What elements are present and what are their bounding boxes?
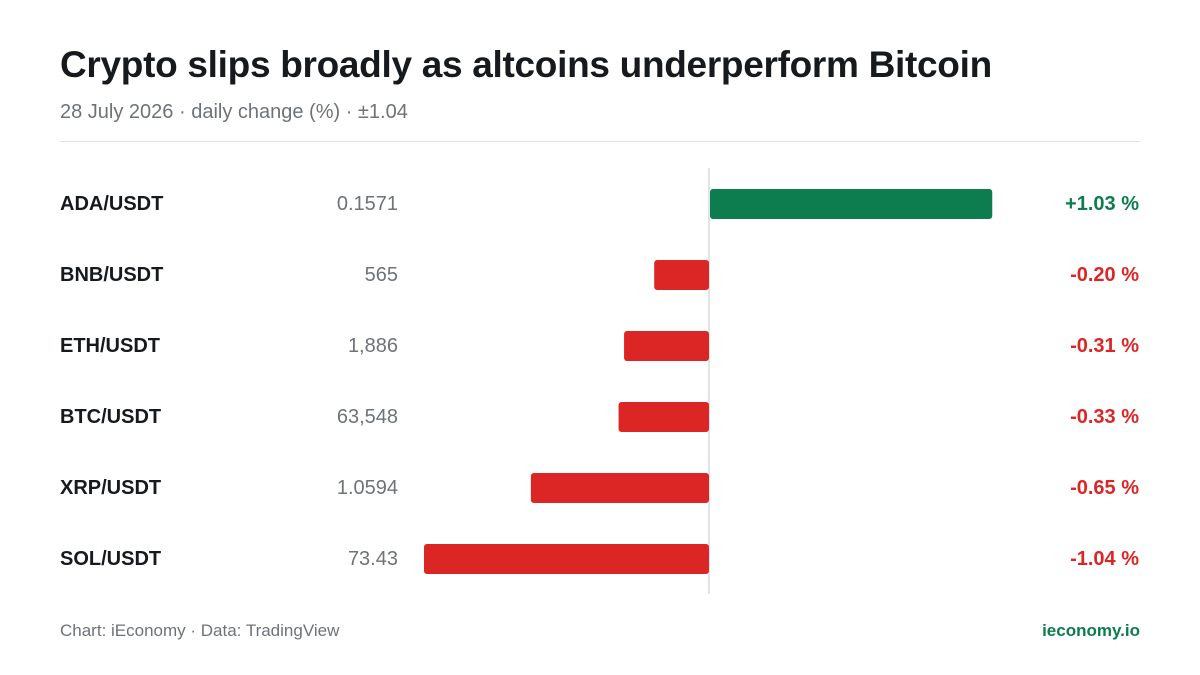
change-label: +1.03 % (1065, 193, 1139, 215)
change-label: -0.20 % (1070, 264, 1139, 286)
pair-label: ADA/USDT (60, 193, 163, 215)
bar-negative (624, 331, 709, 361)
bar-negative (424, 544, 709, 574)
price-label: 0.1571 (337, 193, 398, 215)
bar-negative (530, 473, 709, 503)
price-label: 63,548 (337, 406, 398, 428)
price-label: 1,886 (348, 335, 398, 357)
chart-subtitle: 28 July 2026 · daily change (%) · ±1.04 (60, 101, 408, 123)
site-link[interactable]: ieconomy.io (1042, 621, 1140, 640)
price-label: 73.43 (348, 548, 398, 570)
price-label: 1.0594 (337, 477, 398, 499)
bar-negative (654, 260, 709, 290)
pair-label: XRP/USDT (60, 477, 161, 499)
chart-credit: Chart: iEconomy · Data: TradingView (60, 621, 340, 640)
header-divider (60, 141, 1140, 142)
pair-label: SOL/USDT (60, 548, 161, 570)
change-label: -1.04 % (1070, 548, 1139, 570)
bar-negative (618, 402, 709, 432)
pair-label: BTC/USDT (60, 406, 161, 428)
change-label: -0.31 % (1070, 335, 1139, 357)
chart-title: Crypto slips broadly as altcoins underpe… (60, 44, 992, 85)
pair-label: ETH/USDT (60, 335, 160, 357)
change-label: -0.33 % (1070, 406, 1139, 428)
pair-label: BNB/USDT (60, 264, 163, 286)
price-label: 565 (365, 264, 398, 286)
change-label: -0.65 % (1070, 477, 1139, 499)
bar-positive (710, 189, 993, 219)
